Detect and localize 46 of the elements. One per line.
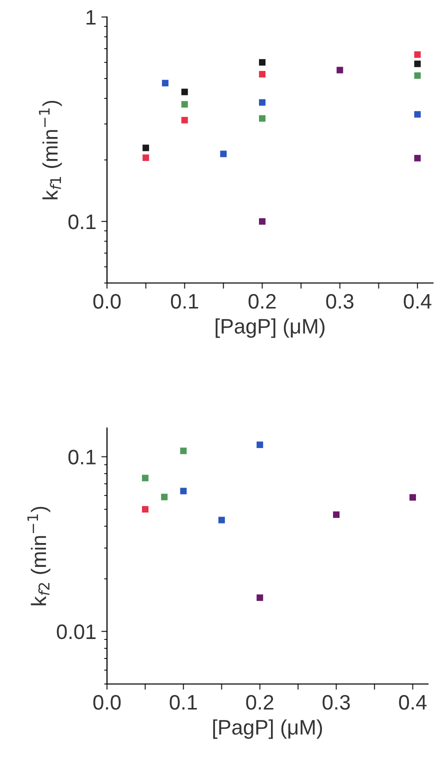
point	[414, 72, 421, 79]
x-tick-label: 0.3	[326, 294, 354, 309]
x-tick-label: 0.1	[170, 694, 197, 710]
y-axis-title: k$_{f2}$ (min$^{−1}$)	[27, 506, 50, 606]
point	[181, 88, 188, 96]
point	[258, 218, 266, 225]
point	[258, 59, 266, 66]
point	[142, 154, 150, 161]
point	[414, 60, 421, 68]
point	[181, 116, 188, 124]
point	[258, 99, 266, 106]
x-tick-label: 0.2	[246, 694, 274, 710]
x-tick-label: 0.2	[248, 294, 276, 309]
point	[142, 474, 148, 482]
point	[162, 80, 168, 86]
point	[181, 101, 188, 108]
point	[333, 511, 340, 518]
y-axis-title: k$_{f1}$ (min$^{−1}$)	[38, 100, 62, 200]
y-tick-label: 0.1	[68, 214, 96, 230]
x-tick-label: 0.1	[170, 294, 198, 309]
point	[414, 51, 421, 58]
point	[142, 144, 150, 152]
point	[414, 111, 421, 118]
point	[258, 115, 266, 122]
x-tick-label: 0.4	[399, 694, 427, 710]
y-tick-label: 1	[86, 10, 96, 25]
point	[161, 494, 168, 500]
point	[258, 70, 266, 78]
x-tick-label: 0.0	[93, 694, 121, 710]
point	[142, 506, 148, 513]
x-tick-label: 0.3	[322, 694, 350, 710]
point	[180, 488, 187, 494]
point	[414, 154, 421, 162]
point	[336, 66, 344, 74]
point	[409, 494, 416, 501]
point	[180, 448, 187, 454]
x-axis-title: [PagP] (μM)	[213, 719, 322, 739]
y-tick-label: 0.01	[56, 624, 96, 640]
x-tick-label: 0.4	[404, 294, 432, 309]
point	[220, 150, 227, 158]
point	[256, 442, 264, 448]
point	[256, 594, 264, 601]
x-tick-label: 0.0	[93, 294, 121, 309]
y-tick-label: 0.1	[68, 450, 96, 464]
point	[218, 516, 225, 524]
x-axis-title: [PagP] (μM)	[216, 318, 324, 338]
